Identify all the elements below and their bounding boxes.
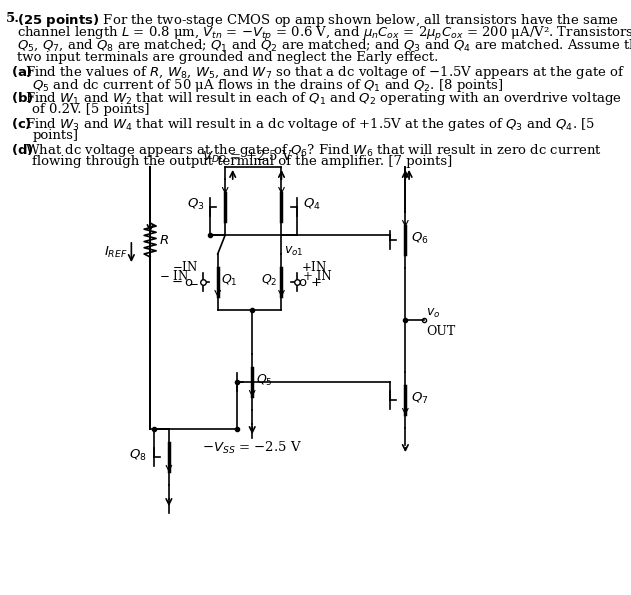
Text: $Q_8$: $Q_8$ xyxy=(129,447,146,462)
Text: $R$: $R$ xyxy=(159,233,169,246)
Text: $I_{REF}$: $I_{REF}$ xyxy=(104,245,127,259)
Text: $-$: $-$ xyxy=(187,275,198,289)
Text: $\bf{(d)}$: $\bf{(d)}$ xyxy=(11,142,33,157)
Text: $-\,\mathrm{o}$: $-\,\mathrm{o}$ xyxy=(171,275,194,289)
Text: $-V_{SS}$ = $-$2.5 V: $-V_{SS}$ = $-$2.5 V xyxy=(203,440,302,456)
Text: $v_o$: $v_o$ xyxy=(427,307,440,320)
Text: two input terminals are grounded and neglect the Early effect.: two input terminals are grounded and neg… xyxy=(16,51,438,64)
Text: $-$ IN: $-$ IN xyxy=(159,269,189,283)
Text: $\mathrm{o}\,+$: $\mathrm{o}\,+$ xyxy=(298,275,322,289)
Text: $+$IN: $+$IN xyxy=(301,260,327,274)
Text: $Q_2$: $Q_2$ xyxy=(261,273,278,287)
Text: $\bf{(b)}$: $\bf{(b)}$ xyxy=(11,90,33,105)
Text: $Q_5$, $Q_7$, and $Q_8$ are matched; $Q_1$ and $Q_2$ are matched; and $Q_3$ and : $Q_5$, $Q_7$, and $Q_8$ are matched; $Q_… xyxy=(16,38,631,54)
Text: 5.: 5. xyxy=(6,12,20,25)
Text: $Q_6$: $Q_6$ xyxy=(411,230,429,246)
Text: flowing through the output terminal of the amplifier. [7 points]: flowing through the output terminal of t… xyxy=(32,155,452,168)
Text: $Q_3$: $Q_3$ xyxy=(187,196,204,212)
Text: $Q_1$: $Q_1$ xyxy=(221,273,238,287)
Text: $-$IN: $-$IN xyxy=(172,260,198,274)
Text: $V_{DD}$ = +2.5 V: $V_{DD}$ = +2.5 V xyxy=(202,149,293,165)
Text: Find $W_1$ and $W_2$ that will result in each of $Q_1$ and $Q_2$ operating with : Find $W_1$ and $W_2$ that will result in… xyxy=(25,90,622,107)
Text: $\bf{(25\ points)}$ For the two-stage CMOS op amp shown below, all transistors h: $\bf{(25\ points)}$ For the two-stage CM… xyxy=(16,12,618,29)
Text: Find the values of $R$, $W_8$, $W_5$, and $W_7$ so that a dc voltage of $-$1.5V : Find the values of $R$, $W_8$, $W_5$, an… xyxy=(25,64,625,81)
Text: What dc voltage appears at the gate of $Q_6$? Find $W_6$ that will result in zer: What dc voltage appears at the gate of $… xyxy=(25,142,602,159)
Text: $v_{o1}$: $v_{o1}$ xyxy=(284,245,304,258)
Text: $Q_4$: $Q_4$ xyxy=(302,196,321,212)
Text: OUT: OUT xyxy=(427,325,456,338)
Text: points]: points] xyxy=(32,129,78,142)
Text: Find $W_3$ and $W_4$ that will result in a dc voltage of +1.5V at the gates of $: Find $W_3$ and $W_4$ that will result in… xyxy=(25,116,595,133)
Text: $Q_7$: $Q_7$ xyxy=(411,390,429,406)
Text: channel length $L$ = 0.8 μm, $V_{tn}$ = $-V_{tp}$ = 0.6 V, and $\mu_nC_{ox}$ = 2: channel length $L$ = 0.8 μm, $V_{tn}$ = … xyxy=(16,25,631,43)
Text: $Q_5$ and dc current of 50 μA flows in the drains of $Q_1$ and $Q_2$. [8 points]: $Q_5$ and dc current of 50 μA flows in t… xyxy=(32,77,504,94)
Text: $Q_5$: $Q_5$ xyxy=(256,372,273,387)
Text: $\bf{(c)}$: $\bf{(c)}$ xyxy=(11,116,32,131)
Text: + IN: + IN xyxy=(302,270,331,283)
Text: $\bf{(a)}$: $\bf{(a)}$ xyxy=(11,64,33,79)
Text: of 0.2V. [5 points]: of 0.2V. [5 points] xyxy=(32,103,150,116)
